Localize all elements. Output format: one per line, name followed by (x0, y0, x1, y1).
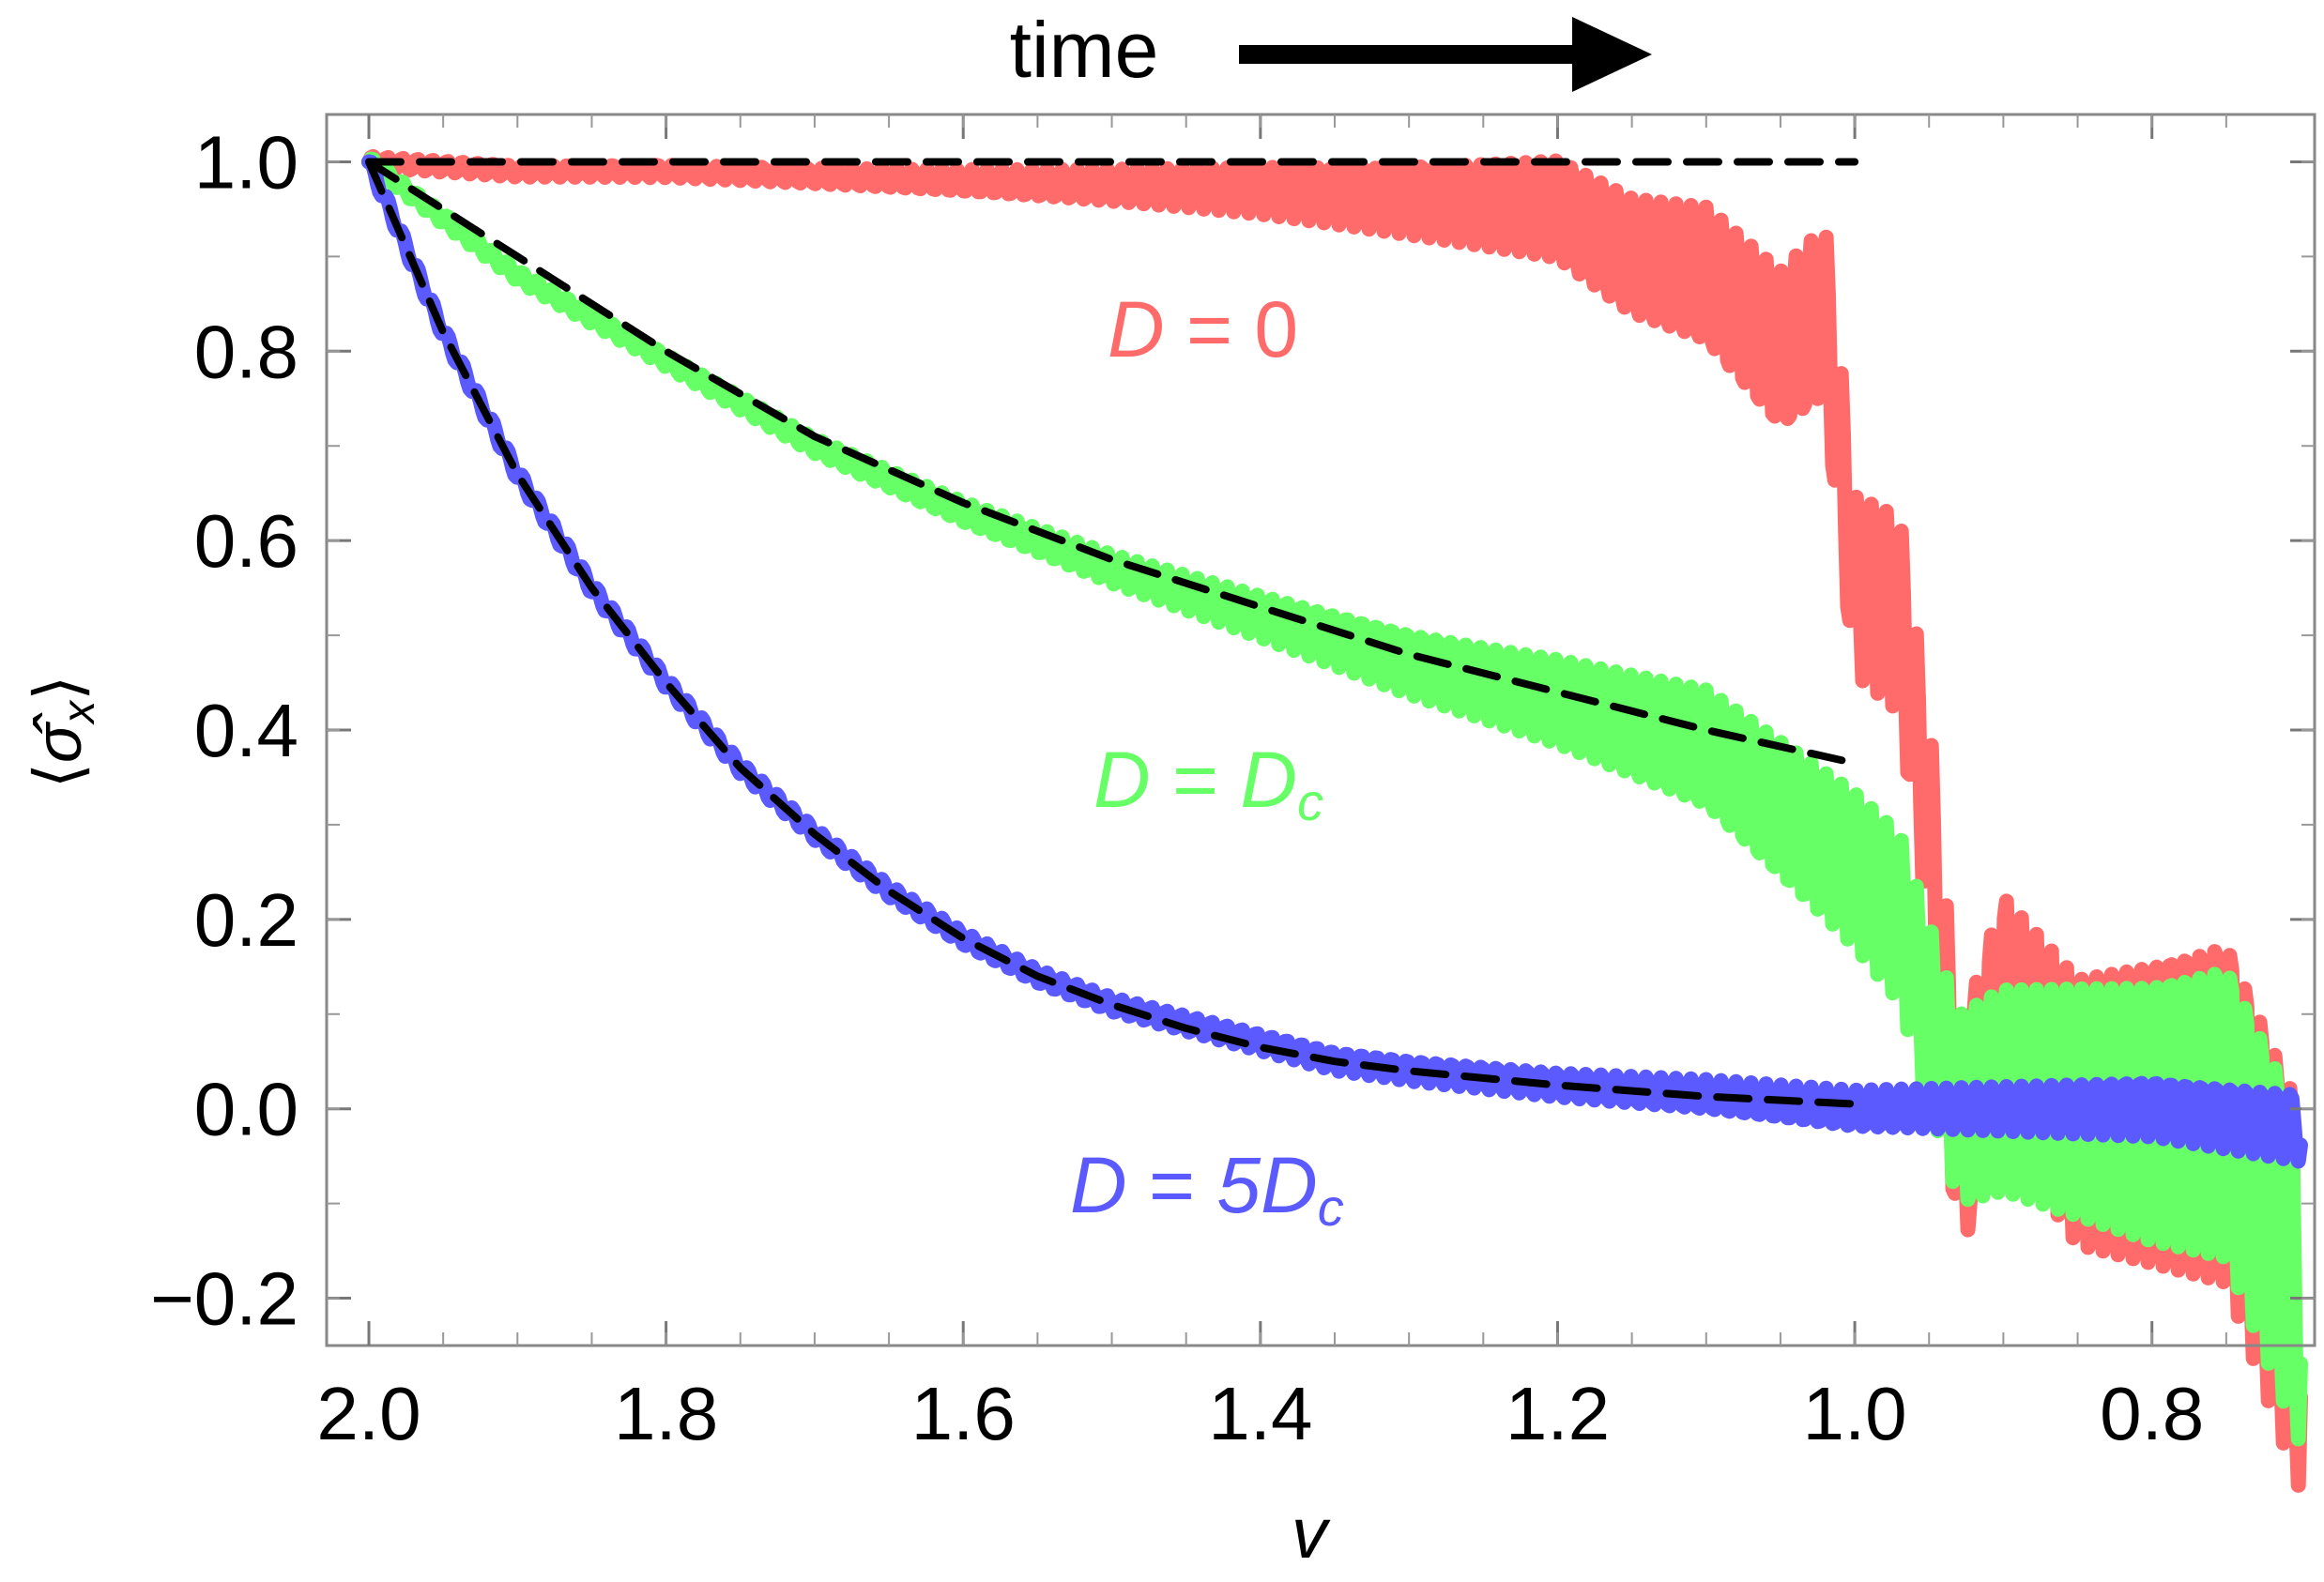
y-tick-label: 0.4 (194, 689, 298, 772)
series-annotation: D = 5Dc (1070, 1141, 1344, 1237)
series-dashed-reference-5 (365, 158, 1859, 1108)
y-tick-label: −0.2 (150, 1257, 298, 1341)
svg-text:⟨σ̂x⟩: ⟨σ̂x⟩ (22, 676, 104, 789)
x-tick-labels: 2.0 1.8 1.6 1.4 1.2 1.0 0.8 (316, 1372, 2204, 1455)
y-axis-label-open-bracket: ⟨ (22, 763, 95, 788)
header-time-label: time (1010, 6, 1159, 94)
y-tick-label: 0.8 (194, 310, 298, 393)
annotation-subscript: c (1297, 772, 1323, 831)
series-line-1 (361, 151, 2308, 1447)
x-axis-label: v (1292, 1494, 1331, 1574)
annotation-op: = (1165, 285, 1255, 373)
series-annotation: D = Dc (1093, 736, 1323, 831)
y-tick-label: 0.0 (194, 1068, 298, 1151)
annotation-lhs: D (1108, 285, 1165, 373)
annotation-layer: D = 0D = DcD = 5Dc (1070, 285, 1344, 1237)
x-tick-label: 0.8 (2100, 1372, 2204, 1455)
series-layer (361, 148, 2308, 1493)
x-tick-label: 1.0 (1802, 1372, 1906, 1455)
annotation-rhs: D (1240, 736, 1297, 824)
y-tick-label: 0.6 (194, 499, 298, 583)
y-axis-label-subscript: x (54, 699, 104, 725)
annotation-lhs: D (1070, 1141, 1127, 1229)
x-tick-label: 1.4 (1208, 1372, 1312, 1455)
right-arrow-icon (1239, 17, 1652, 92)
annotation-lhs: D (1093, 736, 1151, 824)
x-tick-label: 1.6 (911, 1372, 1016, 1455)
tick-marks (327, 114, 2315, 1346)
y-axis-label: ⟨σ̂x⟩ (22, 676, 104, 789)
y-tick-label: 0.2 (194, 878, 298, 962)
x-tick-label: 1.2 (1506, 1372, 1610, 1455)
annotation-rhs: 5D (1216, 1141, 1317, 1229)
series-dashed-reference-4 (365, 158, 1859, 768)
series-annotation: D = 0 (1108, 285, 1298, 373)
annotation-subscript: c (1318, 1178, 1344, 1237)
x-tick-label: 2.0 (316, 1372, 420, 1455)
y-axis-label-close-bracket: ⟩ (22, 676, 95, 701)
annotation-rhs: 0 (1254, 285, 1298, 373)
y-tick-labels: 1.0 0.8 0.6 0.4 0.2 0.0 −0.2 (150, 120, 298, 1340)
annotation-op: = (1151, 736, 1241, 824)
annotation-op: = (1127, 1141, 1217, 1229)
x-tick-label: 1.8 (614, 1372, 718, 1455)
y-tick-label: 1.0 (194, 120, 298, 204)
